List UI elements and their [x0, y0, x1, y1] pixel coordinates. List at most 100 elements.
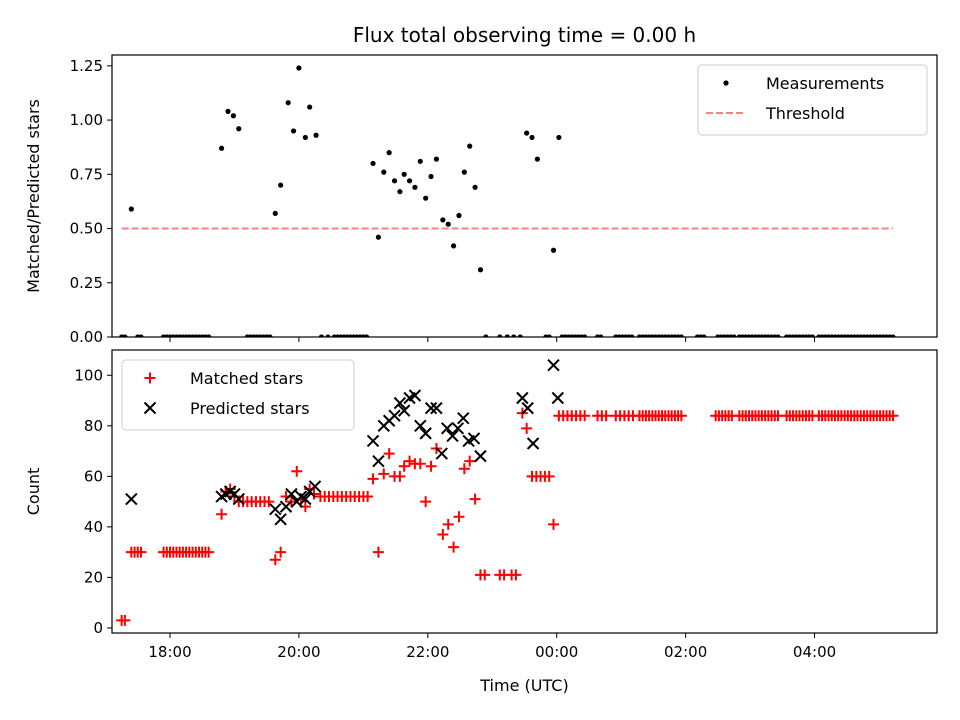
y-axis-label: Count [24, 468, 43, 516]
measurements-point [529, 134, 535, 141]
plot-area [116, 358, 899, 626]
predicted-stars-point [516, 391, 529, 405]
measurements-point [381, 169, 387, 175]
measurements-point [890, 334, 896, 337]
measurements-point [556, 134, 562, 141]
measurements-point [701, 334, 707, 337]
chart-title: Flux total observing time = 0.00 h [353, 23, 696, 47]
measurements-point [534, 156, 540, 162]
predicted-stars-point [547, 358, 560, 372]
matched-stars-point [479, 569, 491, 581]
matched-stars-point [425, 460, 437, 472]
predicted-stars-point [408, 389, 422, 402]
matched-stars-point [135, 546, 147, 558]
legend-label: Matched stars [190, 369, 303, 388]
matched-stars-point [887, 410, 899, 422]
predicted-stars-point [424, 401, 438, 415]
measurements-point [731, 334, 737, 337]
measurements-point [290, 128, 297, 134]
measurements-point [397, 189, 403, 195]
measurements-point [386, 150, 392, 156]
measurements-point [678, 334, 684, 337]
matched-stars-point [378, 468, 390, 480]
matched-stars-point [543, 470, 555, 482]
panel-1: 0.00 0.25 0.50 0.75 1.00 1.25 Matched/Predicte… [24, 54, 938, 346]
measurements-point [809, 334, 815, 337]
matched-stars-point [203, 546, 215, 558]
axes-frame [111, 349, 938, 634]
x-tick-label: 04:00 [793, 643, 836, 661]
y-tick-label: 20 [84, 568, 103, 586]
measurements-point [267, 334, 273, 337]
measurements-point [511, 334, 517, 337]
matched-stars-point [579, 410, 591, 422]
y-tick-label: 80 [84, 417, 103, 435]
predicted-stars-point [451, 422, 465, 435]
matched-stars-point [275, 546, 287, 558]
measurements-point [483, 334, 489, 337]
predicted-stars-point [308, 480, 322, 493]
y-tick-label: 0.75 [70, 165, 103, 183]
measurements-point [582, 334, 588, 337]
measurements-point [504, 334, 510, 337]
matched-stars-point [548, 518, 560, 530]
matched-stars-point [216, 508, 228, 520]
measurements-point [302, 134, 308, 141]
measurements-point [412, 184, 418, 190]
predicted-stars-point [299, 492, 312, 506]
measurements-point [285, 100, 291, 106]
predicted-stars-point [457, 412, 470, 425]
matched-stars-point [437, 528, 449, 540]
predicted-stars-point [393, 396, 407, 410]
predicted-stars-point [269, 502, 282, 516]
measurements-point [296, 65, 302, 71]
matched-stars-point [521, 422, 533, 434]
matched-stars-point [414, 458, 426, 470]
measurements-point [433, 156, 440, 162]
measurements-point [445, 221, 451, 227]
predicted-stars-point [526, 437, 540, 450]
predicted-stars-point [279, 500, 293, 513]
y-tick-label: 40 [84, 518, 103, 536]
legend-label: Predicted stars [190, 399, 310, 418]
legend: Matched stars Predicted stars [121, 359, 355, 431]
legend-swatch [144, 372, 156, 384]
matched-stars-point [362, 491, 374, 503]
series-predicted-stars [125, 358, 565, 526]
axes-frame [111, 54, 938, 338]
plot-area [119, 65, 896, 337]
matched-stars-point [394, 470, 406, 482]
predicted-stars-point [467, 432, 481, 445]
measurements-point [272, 210, 278, 216]
measurements-point [307, 104, 313, 110]
legend-label: Measurements [766, 74, 884, 93]
x-tick-label: 20:00 [277, 643, 320, 661]
measurements-point [128, 206, 134, 212]
matched-stars-point [600, 410, 612, 422]
legend-label: Threshold [765, 104, 845, 123]
measurements-point [451, 243, 457, 249]
matched-stars-point [453, 511, 465, 523]
x-tick-label: 02:00 [664, 643, 707, 661]
y-tick-label: 60 [84, 467, 103, 485]
measurements-point [225, 108, 231, 114]
measurements-point [477, 267, 484, 273]
matched-stars-point [404, 455, 416, 467]
measurements-point [440, 217, 446, 223]
predicted-stars-point [419, 427, 432, 440]
matched-stars-point [367, 473, 379, 485]
measurements-point [236, 126, 242, 132]
matched-stars-point [469, 493, 481, 505]
matched-stars-point [398, 460, 410, 472]
y-tick-label: 0.25 [70, 274, 103, 292]
measurements-point [517, 334, 523, 337]
predicted-stars-point [397, 404, 411, 417]
measurements-point [598, 334, 604, 337]
matched-stars-point [675, 410, 687, 422]
panel-2: 0 20 40 60 80 100 18:00 20:00 22:00 00:00 02:00 04:… [24, 349, 938, 695]
matched-stars-point [263, 496, 275, 508]
y-tick-label: 1.00 [70, 111, 103, 129]
legend-swatch [143, 401, 157, 415]
y-tick-label: 1.25 [70, 57, 103, 75]
measurements-point [497, 334, 503, 337]
